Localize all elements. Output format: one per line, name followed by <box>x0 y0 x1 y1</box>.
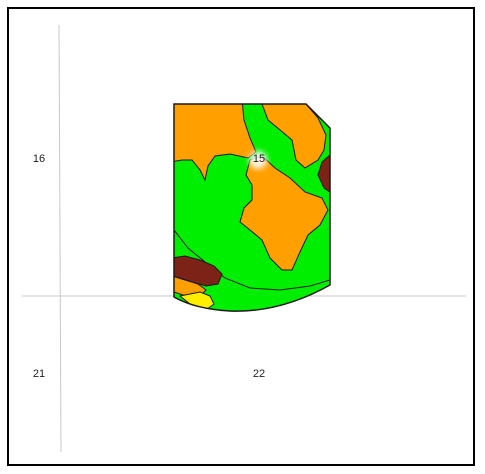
section-line-vertical <box>58 24 62 453</box>
zone-orange-right[interactable] <box>261 104 327 169</box>
section-label-16: 16 <box>32 153 46 165</box>
highlight-glow <box>249 151 267 169</box>
zone-green-band <box>174 229 330 291</box>
zone-darkred-right[interactable] <box>317 153 330 193</box>
field-boundary[interactable] <box>173 103 331 312</box>
zone-orange-middle[interactable] <box>239 155 329 271</box>
section-label-15: 15 <box>252 153 266 165</box>
zone-orange-upper[interactable] <box>170 100 257 182</box>
field-zones <box>170 100 330 312</box>
section-label-21: 21 <box>32 368 46 380</box>
section-label-22: 22 <box>252 368 266 380</box>
